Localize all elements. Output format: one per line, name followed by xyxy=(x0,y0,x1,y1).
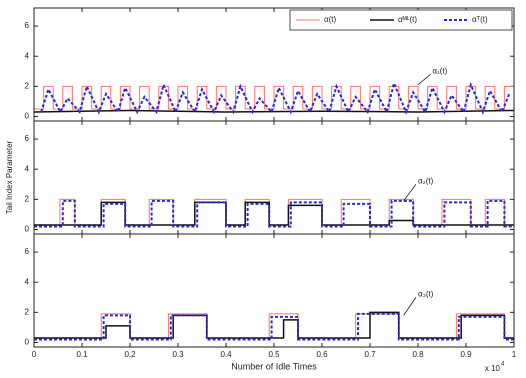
data-line xyxy=(34,85,514,110)
annotation: α₂(t) xyxy=(418,176,434,185)
x-tick-label: 0.1 xyxy=(76,350,88,359)
x-tick-label: 0 xyxy=(32,350,37,359)
y-tick-label: 6 xyxy=(25,21,30,30)
y-axis-label: Tail Index Parameter xyxy=(5,140,14,214)
y-tick-label: 4 xyxy=(25,277,30,286)
x-tick-label: 0.5 xyxy=(268,350,280,359)
y-tick-label: 4 xyxy=(25,51,30,60)
annotation-arrow xyxy=(403,297,417,316)
legend-label: α(t) xyxy=(324,15,337,24)
data-line xyxy=(34,199,514,228)
x-tick-label: 0.7 xyxy=(364,350,376,359)
annotation-arrow xyxy=(417,73,431,86)
y-tick-label: 2 xyxy=(25,194,30,203)
x-tick-label: 0.3 xyxy=(172,350,184,359)
annotation: α₁(t) xyxy=(432,66,447,75)
x-tick-label: 1 xyxy=(512,350,517,359)
data-line xyxy=(34,201,514,226)
legend-box xyxy=(289,9,513,31)
x-tick-label: 0.9 xyxy=(460,350,472,359)
data-line xyxy=(34,312,514,341)
x-tick-label: 0.2 xyxy=(124,350,136,359)
plot-frame xyxy=(33,233,515,348)
y-tick-label: 0 xyxy=(25,338,30,347)
x-tick-label: 0.6 xyxy=(316,350,328,359)
x-multiplier-exponent: 4 xyxy=(501,362,505,368)
y-tick-label: 0 xyxy=(25,112,30,121)
x-tick-label: 0.4 xyxy=(220,350,232,359)
data-line xyxy=(33,109,515,113)
y-tick-label: 2 xyxy=(25,81,30,90)
x-axis-label: Number of Idle Times xyxy=(231,361,317,371)
y-tick-label: 0 xyxy=(25,225,30,234)
legend-label: αᵀ(t) xyxy=(472,15,488,24)
annotation-arrow xyxy=(403,184,417,202)
y-tick-label: 2 xyxy=(25,307,30,316)
y-tick-label: 6 xyxy=(25,134,30,143)
x-multiplier: x 10 xyxy=(485,364,501,373)
y-tick-label: 6 xyxy=(25,247,30,256)
annotation: α₃(t) xyxy=(418,289,434,298)
x-tick-label: 0.8 xyxy=(412,350,424,359)
data-line xyxy=(40,80,511,115)
y-tick-label: 4 xyxy=(25,164,30,173)
legend-label: αᴹᴸ(t) xyxy=(398,15,417,24)
